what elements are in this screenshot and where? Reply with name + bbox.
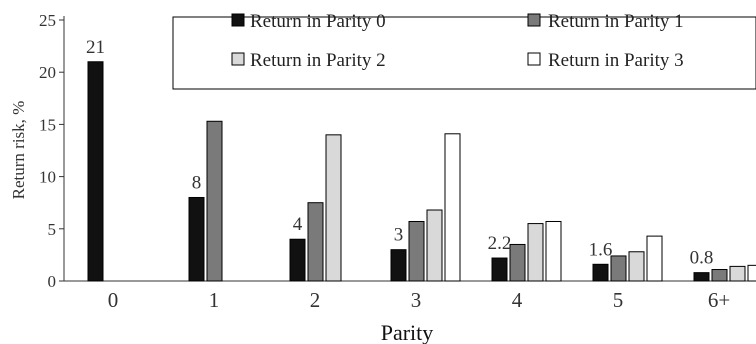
bar-parity3-cat4: [545, 220, 562, 282]
legend-swatch: [231, 13, 245, 27]
legend-swatch: [527, 13, 541, 27]
bar-parity1-cat3: [408, 220, 425, 282]
y-tick-label: 15: [39, 115, 56, 134]
bar-parity3-cat5: [646, 235, 663, 282]
bar-parity1-cat5: [610, 255, 627, 282]
data-label: 2.2: [488, 233, 512, 254]
data-label: 0.8: [690, 248, 714, 269]
legend-box: [172, 16, 756, 90]
legend-label: Return in Parity 0: [250, 11, 386, 32]
legend: Return in Parity 0 Return in Parity 1 Retu…: [172, 11, 756, 90]
bar-parity3-cat3: [444, 133, 461, 282]
bar-parity0-cat5: [592, 263, 609, 282]
y-tick-label: 10: [39, 168, 56, 187]
bar-parity1-cat1: [206, 120, 223, 282]
data-label: 4: [293, 214, 303, 235]
bar-parity0-cat1: [188, 196, 205, 282]
legend-label: Return in Parity 3: [548, 50, 684, 71]
bars: [87, 61, 756, 282]
bar-parity0-cat0: [87, 61, 104, 282]
bar-parity2-cat4: [527, 223, 544, 282]
x-tick-label: 5: [613, 288, 624, 312]
data-label: 21: [86, 37, 105, 58]
x-tick-label: 3: [411, 288, 422, 312]
data-label: 8: [192, 172, 202, 193]
bar-parity0-cat6: [693, 272, 710, 282]
bar-parity1-cat4: [509, 243, 526, 282]
y-tick-label: 20: [39, 63, 56, 82]
x-tick-label: 4: [512, 288, 523, 312]
x-tick-label: 6+: [708, 288, 730, 312]
legend-label: Return in Parity 1: [548, 11, 684, 32]
data-label: 3: [394, 225, 404, 246]
bar-parity2-cat3: [426, 209, 443, 282]
data-label: 1.6: [589, 239, 613, 260]
data-labels: 21 8 4 3 2.2 1.6 0.8: [86, 37, 713, 269]
bar-parity2-cat2: [325, 134, 342, 282]
bar-parity2-cat6: [729, 265, 746, 282]
axes: 0 5 10 15 20 25 0 1 2 3 4 5 6+: [39, 11, 756, 312]
legend-label: Return in Parity 2: [250, 50, 386, 71]
bar-parity1-cat2: [307, 202, 324, 282]
y-axis-title: Return risk, %: [9, 101, 28, 200]
legend-swatch: [527, 52, 541, 66]
y-tick-label: 5: [48, 220, 57, 239]
x-tick-label: 0: [108, 288, 119, 312]
legend-swatch: [231, 52, 245, 66]
bar-parity2-cat5: [628, 251, 645, 282]
y-tick-label: 0: [48, 272, 57, 291]
bar-parity0-cat3: [390, 249, 407, 282]
y-tick-label: 25: [39, 11, 56, 30]
bar-parity0-cat2: [289, 238, 306, 282]
x-tick-label: 1: [209, 288, 220, 312]
x-tick-label: 2: [310, 288, 321, 312]
bar-parity3-cat6: [747, 264, 756, 282]
bar-parity0-cat4: [491, 257, 508, 282]
bar-parity1-cat6: [711, 269, 728, 282]
x-axis-title: Parity: [381, 320, 434, 344]
